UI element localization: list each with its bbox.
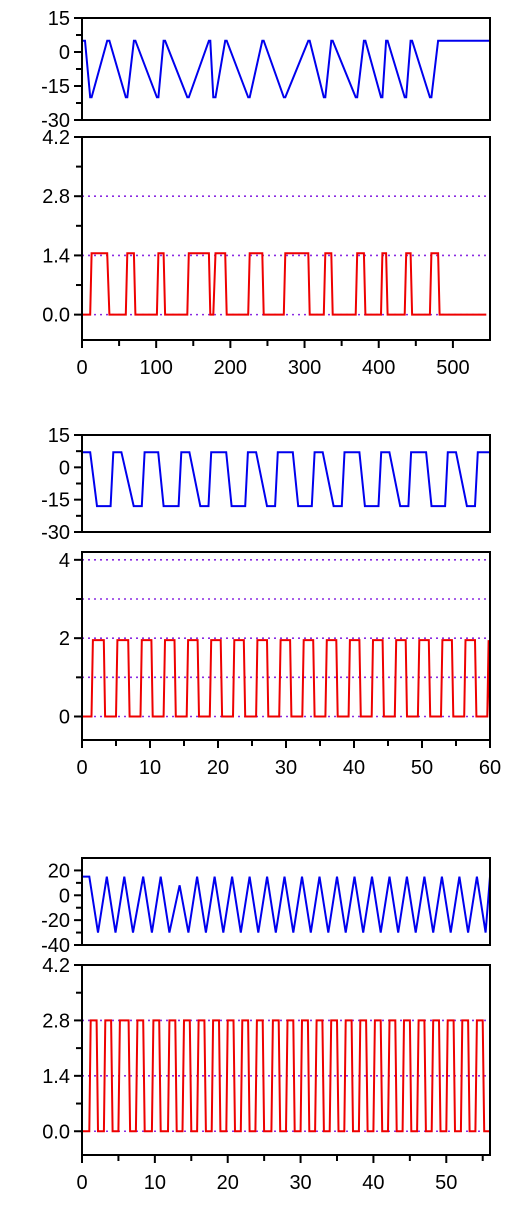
x-tick-label: 300 — [288, 357, 321, 379]
series-line-red — [82, 1019, 490, 1133]
x-tick-label: 0 — [76, 757, 87, 779]
x-tick-label: 30 — [275, 757, 297, 779]
x-tick-label: 0 — [76, 1172, 87, 1194]
y-tick-label: -30 — [41, 110, 70, 132]
y-tick-label: 2.8 — [42, 1010, 70, 1032]
plot-frame — [81, 17, 491, 121]
series-line-red — [82, 252, 487, 316]
x-tick-label: 400 — [362, 357, 395, 379]
series-line-blue — [82, 875, 491, 933]
y-tick-label: 0.0 — [42, 1121, 70, 1143]
x-tick-label: 200 — [214, 357, 247, 379]
x-tick-label: 40 — [362, 1172, 384, 1194]
y-tick-label: 2 — [59, 628, 70, 650]
x-tick-label: 10 — [139, 757, 161, 779]
x-tick-label: 10 — [144, 1172, 166, 1194]
x-tick-label: 20 — [207, 757, 229, 779]
y-tick-label: 4.2 — [42, 955, 70, 977]
y-tick-label: -40 — [41, 935, 70, 957]
series-line-red — [82, 639, 491, 718]
y-tick-label: 15 — [48, 8, 70, 30]
y-tick-label: 4 — [59, 550, 70, 572]
plot-frame — [81, 964, 491, 1156]
plot-frame — [81, 136, 491, 341]
y-tick-label: 0 — [59, 885, 70, 907]
y-tick-label: 0 — [59, 707, 70, 729]
x-tick-label: 50 — [435, 1172, 457, 1194]
y-tick-label: 4.2 — [42, 127, 70, 149]
y-tick-label: -30 — [41, 522, 70, 544]
x-tick-label: 60 — [479, 757, 501, 779]
y-tick-label: 1.4 — [42, 245, 70, 267]
chart-panel-6: 4.2 2.8 1.4 0.0 0 10 20 30 40 50 — [42, 955, 491, 1194]
y-tick-label: -15 — [41, 490, 70, 512]
y-tick-label: 15 — [48, 425, 70, 447]
x-tick-label: 30 — [289, 1172, 311, 1194]
y-tick-label: 1.4 — [42, 1066, 70, 1088]
x-tick-label: 100 — [139, 357, 172, 379]
chart-panel-2: 4.2 2.8 1.4 0.0 0 100 200 300 400 500 — [42, 127, 491, 379]
series-line-blue — [82, 39, 490, 99]
chart-panel-3: 15 0 -15 -30 — [41, 425, 491, 544]
x-tick-label: 50 — [411, 757, 433, 779]
chart-panel-1: 15 0 -15 -30 — [41, 8, 491, 132]
y-tick-label: 0 — [59, 42, 70, 64]
x-tick-label: 500 — [436, 357, 469, 379]
y-tick-label: -15 — [41, 76, 70, 98]
x-tick-label: 20 — [217, 1172, 239, 1194]
x-tick-label: 0 — [76, 357, 87, 379]
series-line-blue — [82, 451, 490, 508]
x-tick-label: 40 — [343, 757, 365, 779]
y-tick-label: -20 — [41, 910, 70, 932]
y-tick-label: 0.0 — [42, 305, 70, 327]
y-tick-label: 0 — [59, 457, 70, 479]
y-tick-label: 2.8 — [42, 186, 70, 208]
chart-panel-5: 20 0 -20 -40 — [41, 857, 491, 957]
plot-frame — [81, 857, 491, 946]
y-tick-label: 20 — [48, 860, 70, 882]
